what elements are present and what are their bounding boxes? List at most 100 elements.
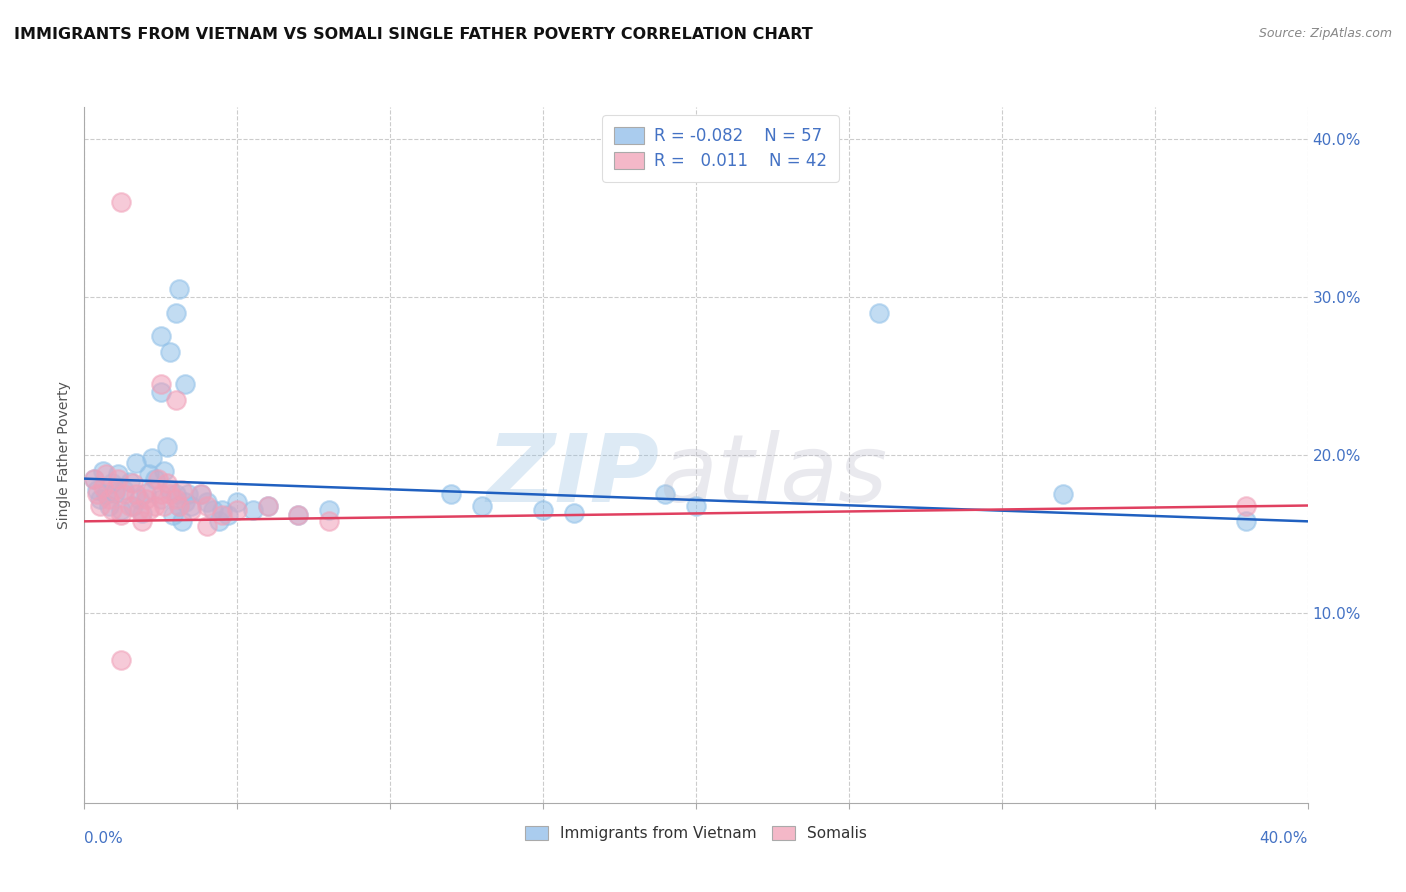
Point [217, 508, 239, 522]
Point [94, 467, 117, 481]
Point [149, 329, 172, 343]
Point [167, 282, 190, 296]
Point [201, 503, 224, 517]
Point [208, 514, 231, 528]
Point [242, 503, 264, 517]
Text: 40.0%: 40.0% [1260, 831, 1308, 847]
Point [138, 467, 160, 481]
Point [125, 456, 148, 470]
Point [135, 492, 157, 507]
Point [190, 487, 212, 501]
Point [257, 499, 280, 513]
Point [138, 503, 160, 517]
Point [159, 345, 181, 359]
Point [149, 492, 172, 507]
Point [226, 503, 249, 517]
Point [149, 376, 172, 391]
Point [440, 487, 463, 501]
Point [86, 483, 108, 497]
Point [89, 492, 111, 507]
Point [165, 487, 187, 501]
Point [562, 507, 585, 521]
Point [143, 499, 166, 513]
Y-axis label: Single Father Poverty: Single Father Poverty [58, 381, 72, 529]
Point [122, 499, 145, 513]
Point [83, 472, 105, 486]
Point [83, 472, 105, 486]
Point [159, 487, 181, 501]
Text: atlas: atlas [659, 430, 887, 521]
Point [172, 514, 194, 528]
Legend: Immigrants from Vietnam, Somalis: Immigrants from Vietnam, Somalis [519, 820, 873, 847]
Point [110, 194, 132, 209]
Point [131, 514, 153, 528]
Point [143, 472, 166, 486]
Point [104, 486, 127, 500]
Point [162, 508, 184, 522]
Point [174, 376, 197, 391]
Point [165, 492, 187, 507]
Point [167, 499, 190, 513]
Point [287, 508, 309, 522]
Point [141, 451, 163, 466]
Point [287, 508, 309, 522]
Point [156, 476, 179, 491]
Point [172, 483, 194, 497]
Point [195, 519, 218, 533]
Point [125, 487, 148, 501]
Point [141, 483, 163, 497]
Point [128, 503, 150, 517]
Point [135, 486, 157, 500]
Point [156, 440, 179, 454]
Point [195, 499, 218, 513]
Point [1236, 499, 1258, 513]
Point [211, 508, 233, 522]
Point [120, 499, 142, 513]
Point [654, 487, 676, 501]
Point [101, 476, 124, 491]
Point [86, 487, 108, 501]
Point [165, 392, 187, 407]
Point [149, 384, 172, 399]
Point [318, 514, 340, 528]
Point [257, 499, 280, 513]
Point [531, 503, 554, 517]
Point [112, 487, 135, 501]
Point [226, 495, 249, 509]
Point [149, 487, 172, 501]
Point [89, 499, 111, 513]
Point [120, 475, 142, 489]
Point [1052, 487, 1074, 501]
Point [180, 499, 202, 513]
Text: 0.0%: 0.0% [84, 831, 124, 847]
Point [101, 503, 124, 517]
Point [1236, 514, 1258, 528]
Point [104, 483, 127, 497]
Point [190, 487, 212, 501]
Text: ZIP: ZIP [486, 430, 659, 522]
Point [318, 503, 340, 517]
Point [91, 464, 114, 478]
Point [97, 492, 120, 507]
Point [869, 305, 891, 319]
Text: Source: ZipAtlas.com: Source: ZipAtlas.com [1258, 27, 1392, 40]
Point [131, 507, 153, 521]
Point [153, 464, 176, 478]
Point [107, 467, 129, 481]
Point [153, 499, 176, 513]
Point [165, 305, 187, 319]
Point [110, 503, 132, 517]
Point [107, 472, 129, 486]
Text: IMMIGRANTS FROM VIETNAM VS SOMALI SINGLE FATHER POVERTY CORRELATION CHART: IMMIGRANTS FROM VIETNAM VS SOMALI SINGLE… [14, 27, 813, 42]
Point [94, 487, 117, 501]
Point [174, 495, 197, 509]
Point [112, 483, 135, 497]
Point [122, 476, 145, 491]
Point [97, 499, 120, 513]
Point [685, 499, 707, 513]
Point [195, 495, 218, 509]
Point [110, 653, 132, 667]
Point [177, 487, 200, 501]
Point [471, 499, 494, 513]
Point [159, 483, 181, 497]
